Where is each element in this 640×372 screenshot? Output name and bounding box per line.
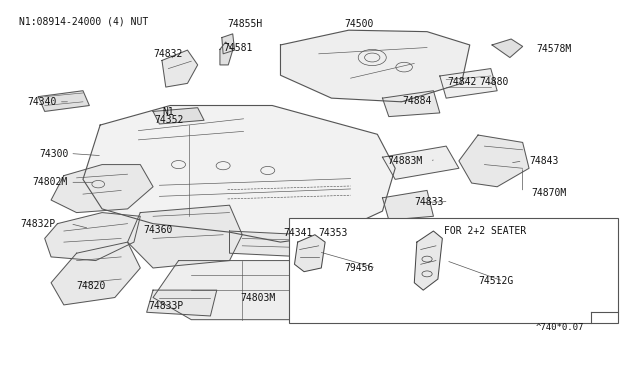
Polygon shape <box>153 108 204 124</box>
Text: 74340: 74340 <box>27 97 56 107</box>
Polygon shape <box>162 50 198 87</box>
Polygon shape <box>414 231 442 290</box>
Polygon shape <box>51 164 153 212</box>
Text: 74802M: 74802M <box>32 177 67 187</box>
Polygon shape <box>383 190 433 220</box>
Text: 74884: 74884 <box>403 96 432 106</box>
Polygon shape <box>440 68 497 98</box>
Text: N1: N1 <box>162 107 173 117</box>
Text: FOR 2+2 SEATER: FOR 2+2 SEATER <box>444 226 527 236</box>
Polygon shape <box>230 231 383 260</box>
Text: 74500: 74500 <box>344 19 374 29</box>
Polygon shape <box>127 205 243 268</box>
Text: 74833P: 74833P <box>148 301 183 311</box>
Text: 74352: 74352 <box>154 115 184 125</box>
Text: 74843: 74843 <box>529 156 558 166</box>
Text: 74832: 74832 <box>153 49 182 59</box>
Polygon shape <box>294 235 325 272</box>
Polygon shape <box>383 146 459 179</box>
Text: 74578M: 74578M <box>537 44 572 54</box>
Text: 74581: 74581 <box>223 42 253 52</box>
Polygon shape <box>459 135 529 187</box>
Text: 74880: 74880 <box>479 77 509 87</box>
Text: 74353: 74353 <box>319 228 348 238</box>
Polygon shape <box>45 212 140 260</box>
Polygon shape <box>83 106 395 242</box>
Text: 74842: 74842 <box>447 77 477 87</box>
Polygon shape <box>51 242 140 305</box>
Text: ^740*0.07: ^740*0.07 <box>536 323 584 331</box>
Polygon shape <box>383 91 440 116</box>
Text: 74833: 74833 <box>414 196 444 206</box>
Text: N1:08914-24000 (4) NUT: N1:08914-24000 (4) NUT <box>19 17 148 27</box>
Polygon shape <box>153 260 332 320</box>
Polygon shape <box>222 34 235 54</box>
Text: 74870M: 74870M <box>532 187 567 198</box>
Polygon shape <box>280 30 470 102</box>
Text: 74832P: 74832P <box>20 219 56 229</box>
Text: 74360: 74360 <box>143 225 172 235</box>
Polygon shape <box>492 39 523 58</box>
Text: 74855H: 74855H <box>228 19 263 29</box>
Polygon shape <box>147 290 217 316</box>
Text: 79456: 79456 <box>344 263 374 273</box>
Polygon shape <box>220 42 233 65</box>
Polygon shape <box>38 91 90 112</box>
Text: 74341: 74341 <box>283 228 312 238</box>
Text: 74512G: 74512G <box>478 276 513 286</box>
Text: 74883M: 74883M <box>387 156 422 166</box>
Text: 74803M: 74803M <box>241 292 276 302</box>
Bar <box>289 218 618 323</box>
Text: 74820: 74820 <box>77 282 106 291</box>
Text: 74300: 74300 <box>40 148 69 158</box>
